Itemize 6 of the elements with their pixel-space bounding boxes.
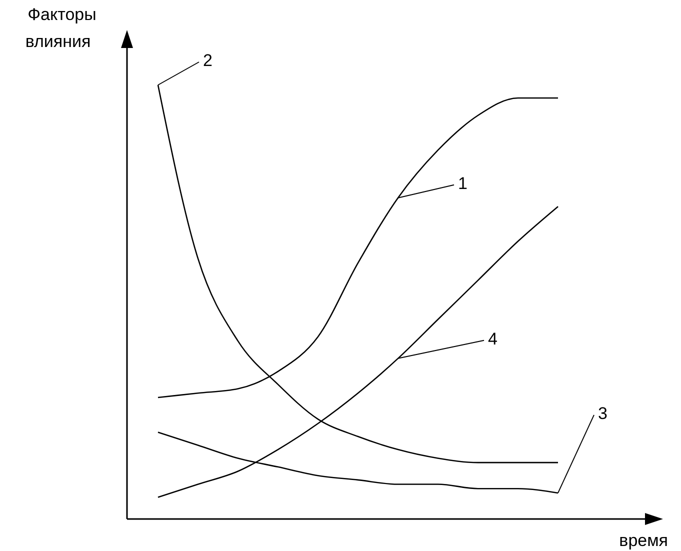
text: 4 — [488, 329, 498, 348]
y-axis-title: Факторы влияния — [25, 5, 96, 51]
text: 2 — [203, 51, 212, 70]
legend-label: 1 — [458, 174, 468, 193]
x-axis-title: время — [619, 531, 668, 550]
text: 3 — [598, 404, 608, 423]
